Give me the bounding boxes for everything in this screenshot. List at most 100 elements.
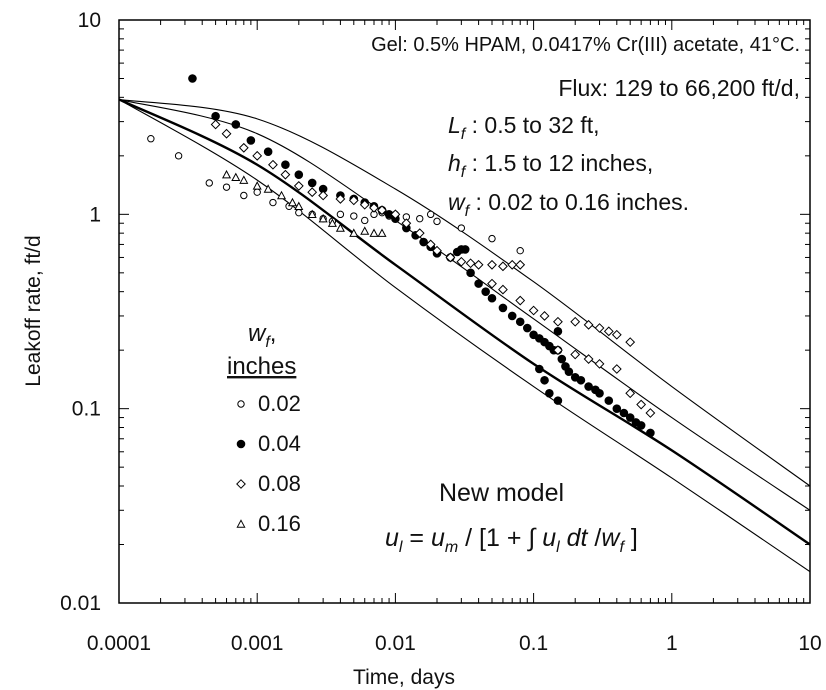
data-point-0.16 [287,197,298,207]
data-point-0.04 [646,428,655,438]
data-point-0.08 [487,278,497,289]
model-curve [119,98,810,573]
data-point-0.04 [619,408,629,418]
data-point-0.02 [174,152,183,160]
data-point-0.08 [487,259,497,270]
data-point-0.08 [238,142,249,153]
x-tick-label: 1 [666,632,678,655]
data-point-0.16 [277,190,287,200]
data-point-0.16 [318,213,328,223]
data-point-0.08 [369,202,379,213]
data-point-0.04 [307,178,317,188]
data-point-0.16 [335,223,345,232]
data-point-0.04 [263,147,273,157]
legend-title: wf, [248,320,276,351]
data-point-0.08 [377,205,387,216]
x-axis-label: Time, days [353,666,455,689]
data-point-0.16 [307,209,317,219]
data-point-0.08 [280,169,291,180]
y-tick-label: 0.1 [72,398,101,421]
data-point-0.04 [604,396,614,405]
axis-ticks [118,20,810,604]
data-point-0.08 [625,388,636,399]
data-point-0.04 [515,317,525,327]
lf-annotation: Lf : 0.5 to 32 ft, [448,112,600,143]
data-point-0.08 [268,159,278,170]
data-point-0.02 [433,217,441,226]
wf-symbol: w [448,189,466,215]
data-point-0.04 [481,287,490,296]
data-point-0.04 [636,421,646,430]
lf-symbol: L [448,112,461,138]
data-point-0.16 [222,169,232,179]
data-point-0.08 [293,181,304,191]
data-point-0.04 [545,388,554,398]
data-point-0.04 [625,413,635,422]
data-point-0.02 [457,224,466,232]
data-point-0.08 [611,329,622,340]
data-point-0.16 [369,228,379,237]
model-curve [119,98,810,487]
y-tick-labels: 0.01 0.1 1 10 [60,9,101,615]
data-point-0.08 [359,199,370,210]
legend-entry-label: 0.02 [258,391,301,416]
data-point-0.08 [570,349,581,360]
data-point-0.04 [466,268,475,278]
data-point-0.04 [281,160,290,170]
wf-text: : 0.02 to 0.16 inches. [469,189,689,215]
flux-annotation: Flux: 129 to 66,200 ft/d, [558,75,800,101]
data-point-0.04 [211,111,220,121]
data-point-0.02 [253,188,261,196]
legend-title-comma: , [270,320,277,347]
legend-entry-label: 0.16 [258,511,301,536]
data-point-0.04 [498,303,508,313]
x-tick-label: 10 [798,632,821,655]
lf-subscript: f [461,126,467,143]
data-point-0.02 [222,183,231,191]
x-tick-label: 0.01 [375,632,416,655]
data-point-0.08 [456,256,467,267]
data-point-0.02 [350,212,358,220]
data-point-0.08 [252,150,263,161]
legend-entry-label: 0.08 [258,471,301,496]
lf-text: : 0.5 to 32 ft, [465,112,599,138]
data-point-0.04 [460,245,470,254]
data-point-0.08 [236,479,246,489]
y-axis-label: Leakoff rate, ft/d [22,235,45,386]
data-point-0.04 [522,323,532,333]
data-point-0.08 [401,218,412,229]
data-point-0.04 [564,367,574,376]
model-equation: ul = um / [1 + ∫ ul dt /wf ] [385,524,638,556]
data-point-0.04 [540,375,549,385]
data-point-0.08 [210,119,221,130]
x-tick-labels: 0.0001 0.001 0.01 0.1 1 10 [87,632,822,655]
hf-symbol: h [448,150,461,176]
data-point-0.04 [584,382,593,391]
y-tick-label: 0.01 [60,592,101,615]
model-label: New model [439,479,564,507]
x-tick-label: 0.1 [519,632,548,655]
data-point-0.08 [583,354,594,364]
data-point-0.08 [539,311,550,321]
gel-annotation: Gel: 0.5% HPAM, 0.0417% Cr(III) acetate,… [371,34,800,56]
data-point-0.08 [307,187,318,198]
data-point-0.02 [336,210,345,219]
data-point-0.16 [327,218,337,227]
data-point-0.16 [360,226,370,235]
x-tick-label: 0.001 [231,632,284,655]
data-point-0.02 [240,191,248,200]
data-point-0.08 [645,408,656,418]
data-point-0.08 [498,261,508,272]
data-point-0.08 [515,259,526,270]
legend-entry-label: 0.04 [258,431,301,456]
data-point-0.08 [348,195,359,206]
data-point-0.04 [553,327,563,336]
data-point-0.02 [205,179,213,187]
data-point-0.08 [221,128,232,139]
data-point-0.08 [611,364,622,374]
data-point-0.02 [147,135,155,143]
data-point-0.08 [414,228,425,239]
legend: 0.02 0.04 0.08 0.16 [236,391,301,536]
data-point-0.04 [553,396,563,405]
